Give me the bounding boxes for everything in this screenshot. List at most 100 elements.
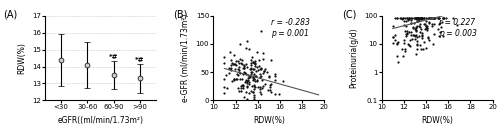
Point <box>405 44 413 46</box>
Point <box>260 70 268 72</box>
Point <box>402 20 410 22</box>
Point <box>438 20 446 23</box>
Point <box>243 86 251 88</box>
Point <box>412 17 420 19</box>
Point <box>249 68 257 70</box>
Point <box>242 79 250 82</box>
Point <box>254 86 262 88</box>
Text: (A): (A) <box>3 9 17 19</box>
Point <box>230 78 238 80</box>
Point <box>412 28 420 30</box>
Point <box>236 78 244 80</box>
Point <box>248 56 256 58</box>
Point <box>247 59 255 61</box>
Point <box>270 75 278 77</box>
Point <box>410 17 418 19</box>
Point <box>418 18 426 20</box>
Point <box>403 33 411 35</box>
Point <box>408 17 416 19</box>
Point <box>246 74 254 77</box>
Point <box>270 93 278 95</box>
Point <box>238 84 246 86</box>
Point <box>413 17 421 19</box>
Point <box>407 22 415 24</box>
Point <box>412 17 420 19</box>
Y-axis label: Proteinuria(g/d): Proteinuria(g/d) <box>350 28 358 88</box>
Point <box>424 29 432 31</box>
Point <box>400 55 407 57</box>
Point <box>248 85 256 87</box>
Point <box>247 73 255 75</box>
Point <box>413 20 421 22</box>
Point <box>416 26 424 28</box>
Point <box>242 73 250 75</box>
Point <box>414 17 422 19</box>
Point <box>410 22 418 24</box>
Point <box>235 89 243 92</box>
Point <box>425 17 433 19</box>
Point <box>228 62 236 64</box>
Point <box>400 20 408 22</box>
Point <box>409 26 417 28</box>
Point <box>239 85 247 87</box>
Point <box>412 18 420 20</box>
Point <box>250 73 258 75</box>
Point <box>260 72 268 74</box>
Point <box>250 61 258 63</box>
Point <box>412 26 420 28</box>
Point <box>275 93 283 95</box>
Point <box>246 68 254 70</box>
Point <box>427 17 435 20</box>
Point <box>238 87 246 89</box>
Point <box>404 17 412 19</box>
Point <box>398 17 406 19</box>
Point <box>394 17 402 19</box>
Point <box>406 39 414 41</box>
Point <box>248 79 256 81</box>
Point <box>434 17 442 19</box>
Point <box>398 48 406 50</box>
Point <box>435 34 443 37</box>
Point <box>248 71 256 73</box>
Point <box>256 91 264 93</box>
Point <box>394 41 402 43</box>
Point <box>266 83 274 85</box>
Point <box>228 80 236 82</box>
Point <box>256 67 264 70</box>
Point <box>260 70 268 72</box>
Y-axis label: e-GFR (ml/min/1.73m²): e-GFR (ml/min/1.73m²) <box>181 14 190 102</box>
Point <box>439 17 447 19</box>
Point <box>412 29 420 31</box>
Point <box>224 72 232 75</box>
Point <box>252 75 260 77</box>
Point <box>226 67 234 69</box>
Point <box>416 17 424 19</box>
Point <box>232 60 240 62</box>
Point <box>422 25 430 27</box>
Point <box>418 17 426 19</box>
Point <box>453 24 461 26</box>
Point <box>420 41 428 43</box>
Point <box>414 17 422 19</box>
Point <box>223 87 231 89</box>
Point <box>264 89 272 91</box>
Point <box>247 90 255 93</box>
Point <box>257 75 265 77</box>
Point <box>236 72 244 74</box>
Point <box>420 17 428 19</box>
Point <box>389 36 397 38</box>
Point <box>416 44 424 46</box>
Point <box>234 60 242 62</box>
Point <box>243 80 251 82</box>
Point <box>236 58 244 60</box>
Point <box>436 17 444 19</box>
Point <box>259 52 267 54</box>
Point <box>406 44 414 47</box>
Point <box>414 17 422 19</box>
Point <box>250 62 258 64</box>
Point <box>243 66 251 68</box>
Point <box>424 17 432 19</box>
Point <box>394 61 402 63</box>
X-axis label: RDW(%): RDW(%) <box>421 116 453 125</box>
Point <box>250 98 258 100</box>
